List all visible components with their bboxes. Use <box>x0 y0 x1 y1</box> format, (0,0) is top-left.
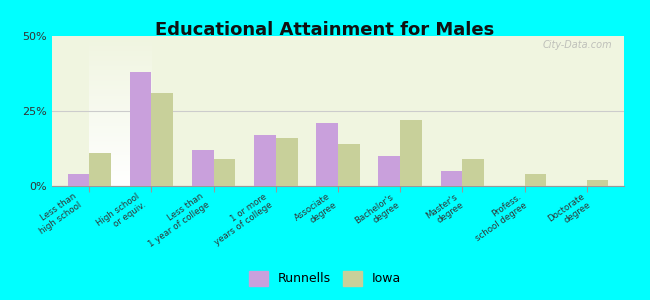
Text: High school
or equiv.: High school or equiv. <box>95 192 148 237</box>
Bar <box>254 135 276 186</box>
Text: City-Data.com: City-Data.com <box>543 40 612 50</box>
Bar <box>276 138 298 186</box>
Bar <box>378 156 400 186</box>
Bar <box>317 123 338 186</box>
Legend: Runnells, Iowa: Runnells, Iowa <box>244 266 406 291</box>
Bar <box>587 180 608 186</box>
Bar <box>130 72 151 186</box>
Text: Master's
degree: Master's degree <box>424 192 465 229</box>
Bar <box>192 150 214 186</box>
Bar <box>400 120 422 186</box>
Text: Bachelor's
degree: Bachelor's degree <box>354 192 402 234</box>
Bar <box>441 171 462 186</box>
Bar <box>68 174 89 186</box>
Bar <box>338 144 359 186</box>
Bar <box>89 153 111 186</box>
Text: 1 or more
years of college: 1 or more years of college <box>207 192 274 247</box>
Bar <box>462 159 484 186</box>
Text: Educational Attainment for Males: Educational Attainment for Males <box>155 21 495 39</box>
Text: Less than
high school: Less than high school <box>32 192 84 236</box>
Text: Associate
degree: Associate degree <box>293 192 338 232</box>
Bar <box>151 93 174 186</box>
Text: Profess.
school degree: Profess. school degree <box>468 192 528 243</box>
Bar <box>525 174 546 186</box>
Bar <box>214 159 235 186</box>
Text: Doctorate
degree: Doctorate degree <box>546 192 592 232</box>
Text: Less than
1 year of college: Less than 1 year of college <box>140 192 211 249</box>
